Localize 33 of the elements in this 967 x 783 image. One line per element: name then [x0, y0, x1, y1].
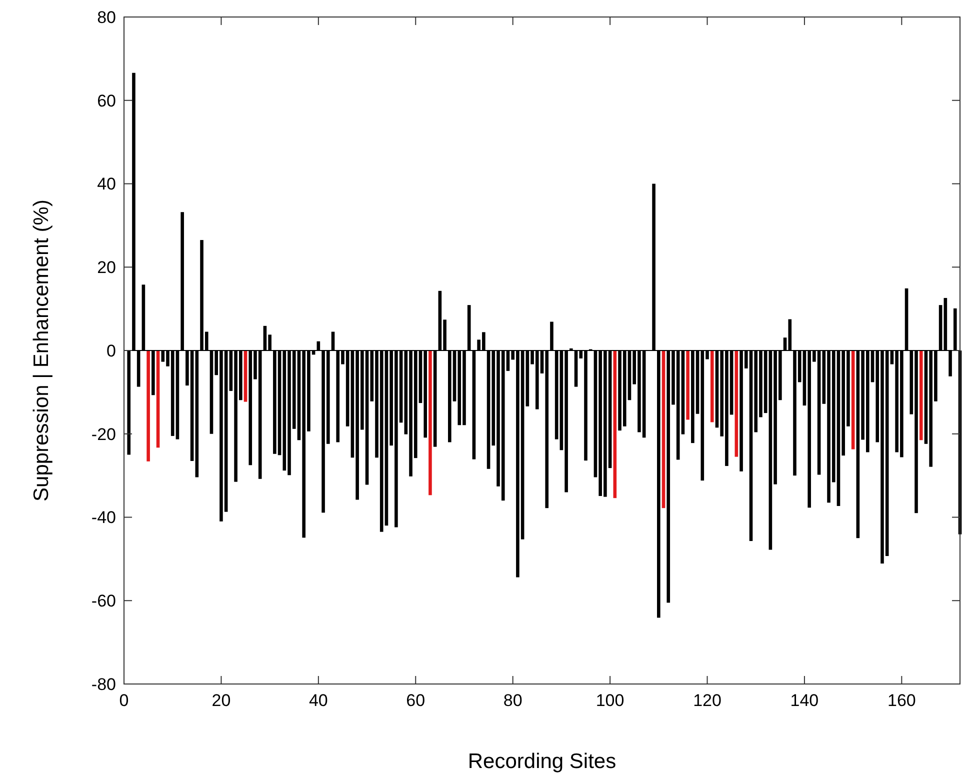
x-tick-label: 20 — [212, 691, 231, 710]
bar — [851, 350, 855, 450]
bar — [710, 350, 714, 422]
y-tick-label: 60 — [97, 91, 116, 110]
x-tick-label: 80 — [503, 691, 522, 710]
x-tick-label: 40 — [308, 691, 328, 710]
y-tick-label: 40 — [97, 174, 116, 194]
x-tick-label: 60 — [406, 691, 426, 710]
bar — [686, 350, 690, 420]
x-tick-label: 100 — [596, 691, 624, 710]
y-tick-label: 20 — [97, 258, 116, 278]
y-axis-title: Suppression | Enhancement (%) — [30, 200, 53, 502]
bar — [156, 350, 160, 448]
bar — [428, 350, 432, 496]
bar — [919, 350, 923, 440]
y-tick-label: -60 — [91, 592, 116, 611]
bar — [662, 350, 666, 508]
x-tick-label: 160 — [887, 691, 916, 710]
bar — [146, 350, 150, 462]
x-tick-label: 0 — [119, 691, 129, 710]
bar — [734, 350, 738, 457]
y-tick-label: 80 — [97, 8, 116, 27]
y-tick-label: -80 — [91, 674, 116, 694]
y-tick-label: -40 — [91, 508, 116, 528]
y-tick-label: 0 — [106, 341, 116, 360]
y-tick-label: -20 — [91, 424, 116, 444]
bar — [244, 350, 248, 402]
bar — [613, 350, 617, 498]
bar — [127, 350, 131, 455]
x-tick-label: 120 — [693, 691, 722, 710]
x-axis-title: Recording Sites — [468, 750, 616, 773]
x-tick-label: 140 — [790, 691, 819, 710]
bar — [953, 308, 957, 350]
